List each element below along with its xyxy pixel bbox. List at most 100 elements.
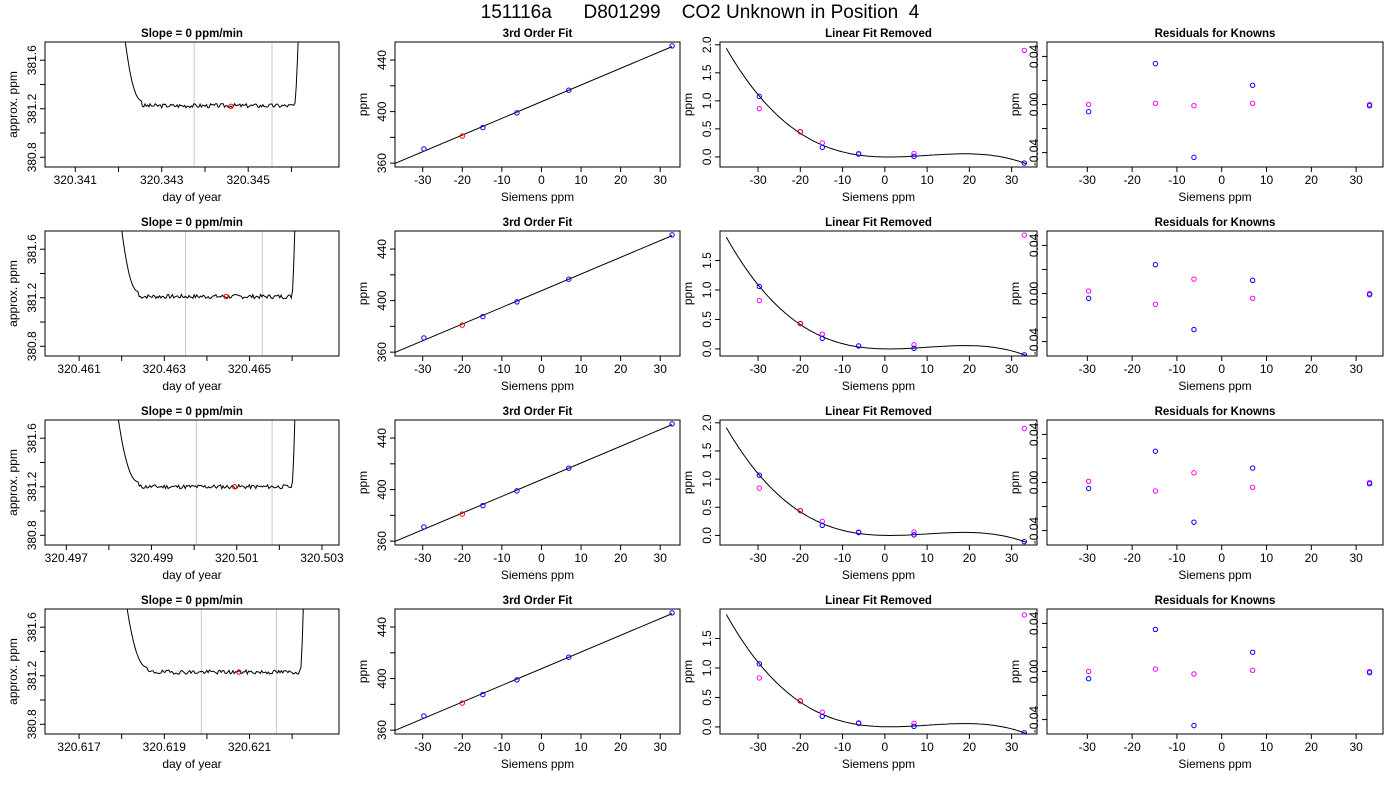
- y-tick-label: 1.5: [700, 442, 714, 459]
- panel-title: 3rd Order Fit: [503, 217, 573, 229]
- x-tick-label: 320.499: [130, 551, 174, 565]
- x-tick-label: 320.617: [57, 740, 101, 754]
- x-tick-label: 0: [1218, 551, 1225, 565]
- x-tick-label: 20: [963, 551, 977, 565]
- known-point: [819, 713, 825, 720]
- y-tick-label: 360: [375, 720, 389, 740]
- y-axis-label: ppm: [356, 93, 370, 116]
- x-tick-label: -30: [1079, 740, 1097, 754]
- plot-area: [395, 43, 675, 164]
- known-point: [855, 720, 862, 727]
- panel-title: Residuals for Knowns: [1155, 28, 1276, 40]
- x-tick-label: -10: [834, 362, 852, 376]
- known-point: [1085, 485, 1092, 492]
- y-tick-label: 2.0: [700, 36, 714, 53]
- x-tick-label: 30: [1349, 740, 1363, 754]
- panel-1-3: Linear Fit Removed -30 -20 -10 0 10 20 30 0.0 0.5…: [681, 28, 1038, 204]
- known-point: [1366, 670, 1373, 676]
- fit-point: [459, 133, 465, 139]
- x-tick-label: -20: [792, 551, 810, 565]
- y-tick-label: 381.2: [25, 282, 39, 312]
- x-tick-label: 30: [654, 173, 668, 187]
- y-tick-label: 440: [375, 428, 389, 448]
- fit-point: [459, 322, 465, 328]
- x-tick-label: -10: [834, 551, 852, 565]
- x-tick-label: 30: [654, 362, 668, 376]
- x-tick-label: 320.501: [215, 551, 259, 565]
- x-tick-label: 320.461: [57, 362, 101, 376]
- x-axis-label: Siemens ppm: [1178, 757, 1251, 771]
- unknown-point: [819, 140, 825, 146]
- plot-frame: [1046, 608, 1384, 735]
- x-axis-label: Siemens ppm: [1178, 568, 1251, 582]
- highlight-point: [797, 698, 804, 704]
- panel-3-4: Residuals for Knowns -30 -20 -10 0 10 20 30 -0.0…: [1008, 406, 1384, 582]
- x-tick-label: -20: [792, 362, 810, 376]
- unknown-point: [911, 529, 917, 535]
- x-axis-label: day of year: [162, 757, 221, 771]
- y-axis-label: approx. ppm: [6, 260, 20, 327]
- ppm-trace: [126, 609, 304, 676]
- fit-line: [395, 46, 673, 164]
- unknown-point: [1021, 232, 1028, 238]
- x-tick-label: -30: [749, 362, 767, 376]
- x-tick-label: -10: [493, 740, 511, 754]
- x-tick-label: -30: [414, 551, 432, 565]
- x-axis-label: Siemens ppm: [501, 568, 574, 582]
- unknown-point: [1249, 100, 1256, 106]
- plot-area: [121, 231, 296, 356]
- x-tick-label: 10: [920, 173, 934, 187]
- plot-frame: [719, 230, 1038, 357]
- x-tick-label: 20: [1305, 362, 1319, 376]
- x-tick-label: 0: [538, 362, 545, 376]
- unknown-point: [1191, 470, 1197, 476]
- unknown-point: [756, 675, 763, 681]
- x-tick-label: 30: [1349, 551, 1363, 565]
- x-tick-label: -20: [454, 173, 472, 187]
- plot-area: [1085, 261, 1373, 333]
- known-point: [911, 532, 917, 538]
- plot-area: [725, 232, 1028, 356]
- panel-title: Residuals for Knowns: [1155, 595, 1276, 607]
- known-point: [1366, 103, 1373, 109]
- x-tick-label: -10: [1168, 173, 1186, 187]
- unknown-point: [1085, 288, 1092, 294]
- panel-1-1: Slope = 0 ppm/min 320.341 320.343 320.345 38…: [6, 28, 340, 204]
- panel-title: Slope = 0 ppm/min: [141, 217, 243, 229]
- y-tick-label: -0.04: [1027, 517, 1041, 545]
- unknown-point: [911, 342, 917, 348]
- known-point: [819, 144, 825, 151]
- x-tick-label: 20: [963, 362, 977, 376]
- x-tick-label: -10: [493, 173, 511, 187]
- fit-line: [395, 424, 673, 542]
- y-axis-label: ppm: [681, 660, 695, 683]
- fit-curve: [725, 47, 1027, 165]
- known-point: [756, 93, 763, 100]
- unknown-point: [1249, 484, 1256, 491]
- panel-4-1: Slope = 0 ppm/min 320.617 320.619 320.621 38…: [6, 595, 340, 771]
- x-tick-label: 20: [614, 740, 628, 754]
- ppm-trace: [124, 42, 299, 110]
- x-tick-label: -30: [1079, 362, 1097, 376]
- x-tick-label: -20: [1123, 740, 1141, 754]
- known-point: [911, 345, 917, 352]
- sample-marker: [228, 103, 234, 110]
- y-tick-label: 380.8: [25, 142, 39, 172]
- unknown-point: [1085, 101, 1092, 108]
- highlight-point: [797, 128, 804, 135]
- plot-area: [117, 420, 296, 545]
- plot-frame: [44, 230, 340, 357]
- x-tick-label: -30: [414, 740, 432, 754]
- known-point: [1366, 292, 1373, 298]
- y-tick-label: 360: [375, 342, 389, 362]
- y-tick-label: -0.04: [1027, 139, 1041, 167]
- x-tick-label: 30: [1349, 173, 1363, 187]
- y-tick-label: 440: [375, 50, 389, 70]
- unknown-point: [1085, 478, 1092, 484]
- y-tick-label: 381.6: [25, 423, 39, 453]
- x-axis-label: Siemens ppm: [842, 568, 915, 582]
- y-tick-label: 1.5: [700, 64, 714, 81]
- panel-2-3: Linear Fit Removed -30 -20 -10 0 10 20 30 0.0 0.5…: [681, 217, 1038, 393]
- y-tick-label: 0.00: [1027, 92, 1041, 116]
- x-tick-label: 0: [881, 173, 888, 187]
